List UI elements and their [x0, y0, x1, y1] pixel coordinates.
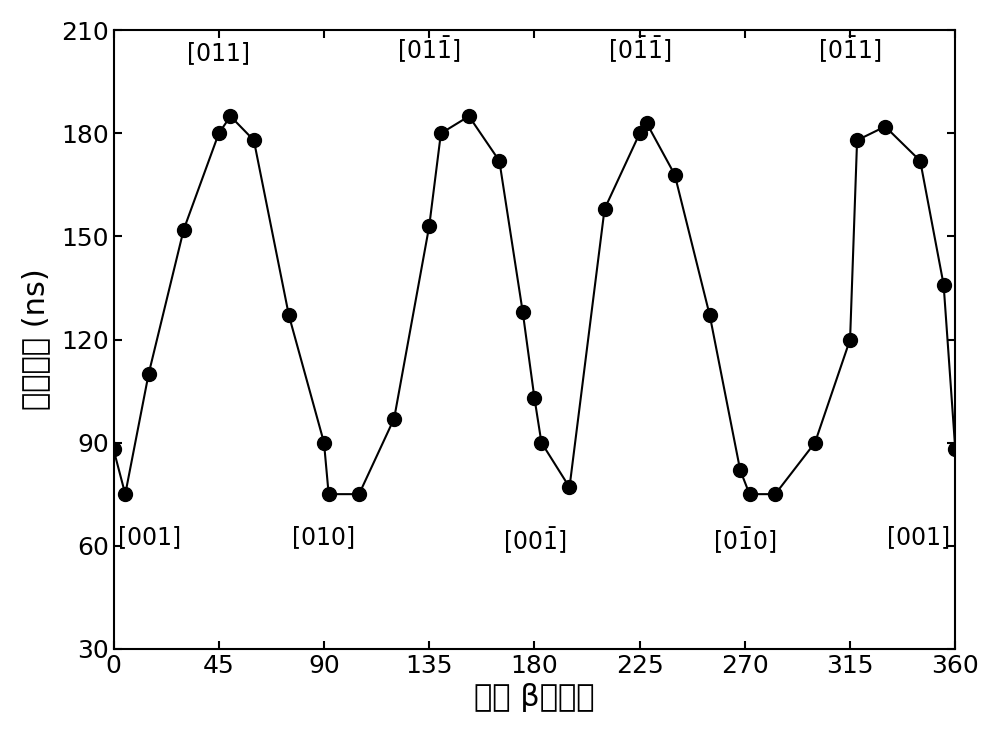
Text: [0$\bar{1}$0]: [0$\bar{1}$0]: [713, 525, 777, 556]
Text: [0$\bar{1}\bar{1}$]: [0$\bar{1}\bar{1}$]: [608, 34, 671, 65]
Text: [011]: [011]: [187, 41, 250, 65]
X-axis label: 角度 β（度）: 角度 β（度）: [474, 683, 595, 712]
Text: [001]: [001]: [118, 525, 181, 549]
Text: [001]: [001]: [887, 525, 951, 549]
Y-axis label: 脉冲宽度 (ns): 脉冲宽度 (ns): [21, 269, 50, 410]
Text: [01$\bar{1}$]: [01$\bar{1}$]: [397, 34, 461, 65]
Text: [00$\bar{1}$]: [00$\bar{1}$]: [503, 525, 566, 556]
Text: [0$\bar{1}$1]: [0$\bar{1}$1]: [818, 34, 882, 65]
Text: [010]: [010]: [292, 525, 356, 549]
